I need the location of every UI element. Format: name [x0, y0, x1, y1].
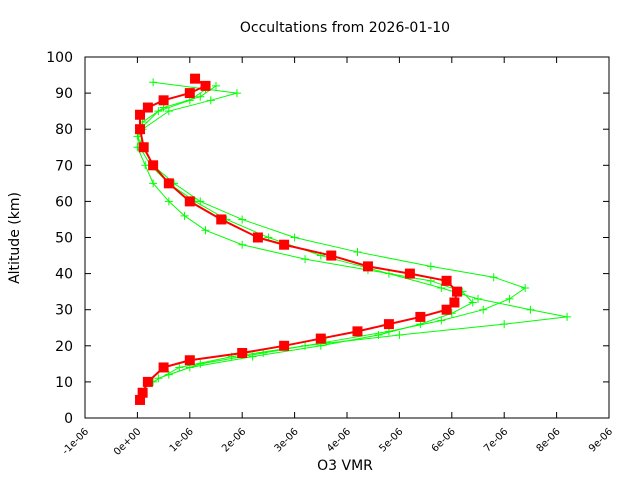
square-marker [135, 109, 146, 120]
plus-marker [468, 298, 477, 307]
square-marker [135, 124, 146, 135]
profile-series [135, 73, 463, 405]
square-marker [200, 80, 211, 91]
square-marker [315, 333, 326, 344]
square-marker [441, 275, 452, 286]
y-tick-label: 30 [55, 303, 73, 319]
plus-marker [149, 78, 158, 87]
square-marker [237, 348, 248, 359]
plus-marker [489, 273, 498, 282]
plus-marker [437, 316, 446, 325]
profile-series [133, 85, 477, 383]
plus-marker [353, 247, 362, 256]
plus-marker [180, 211, 189, 220]
chart-title: Occultations from 2026-01-10 [240, 20, 450, 36]
plus-marker [232, 89, 241, 98]
y-tick-label: 0 [64, 411, 73, 427]
y-tick-label: 80 [55, 122, 73, 138]
square-marker [415, 311, 426, 322]
square-marker [252, 232, 263, 243]
plus-marker [238, 240, 247, 249]
y-tick-label: 100 [46, 50, 73, 66]
square-marker [362, 261, 373, 272]
square-marker [163, 178, 174, 189]
plus-marker [212, 81, 220, 90]
plus-marker [196, 197, 205, 206]
plus-marker [154, 374, 163, 383]
square-marker [216, 214, 227, 225]
plus-marker [206, 96, 215, 105]
plus-marker [526, 305, 535, 314]
y-axis-label: Altitude (km) [7, 192, 23, 284]
square-marker [158, 362, 169, 373]
plus-marker [201, 226, 210, 235]
plus-marker [395, 330, 404, 339]
plus-marker [164, 107, 173, 116]
square-marker [352, 326, 363, 337]
square-marker [279, 340, 290, 351]
y-tick-label: 50 [55, 231, 73, 247]
plus-marker [141, 161, 150, 170]
square-marker [148, 160, 159, 171]
plus-marker [238, 215, 247, 224]
y-tick-label: 40 [55, 267, 73, 283]
square-marker [142, 102, 153, 113]
x-axis-label: O3 VMR [317, 458, 373, 474]
plus-marker [505, 294, 514, 303]
y-tick-label: 20 [55, 339, 73, 355]
plus-marker [175, 363, 184, 372]
square-marker [142, 376, 153, 387]
plus-marker [248, 352, 257, 361]
plus-marker [149, 179, 158, 188]
square-marker [452, 286, 463, 297]
square-marker [279, 239, 290, 250]
square-marker [190, 73, 201, 84]
square-marker [441, 304, 452, 315]
plus-marker [426, 262, 435, 271]
plus-marker [474, 294, 482, 303]
plus-marker [521, 284, 530, 293]
square-marker [184, 196, 195, 207]
square-marker [135, 394, 146, 405]
y-tick-label: 90 [55, 86, 73, 102]
plus-marker [500, 320, 509, 329]
plus-marker [479, 305, 488, 314]
square-marker [138, 142, 149, 153]
plus-marker [301, 255, 310, 264]
y-tick-label: 10 [55, 375, 73, 391]
y-tick-label: 70 [55, 158, 73, 174]
plus-marker [290, 233, 299, 242]
square-marker [404, 268, 415, 279]
plus-marker [437, 284, 446, 293]
square-marker [158, 95, 169, 106]
y-tick-label: 60 [55, 194, 73, 210]
square-marker [137, 387, 148, 398]
square-marker [449, 297, 460, 308]
plot-area [133, 73, 572, 405]
square-marker [184, 88, 195, 99]
square-marker [184, 355, 195, 366]
plus-marker [196, 359, 205, 368]
plus-marker [154, 107, 163, 116]
square-marker [326, 250, 337, 261]
plus-marker [164, 197, 173, 206]
plus-marker [196, 92, 205, 101]
plus-marker [374, 330, 383, 339]
plus-marker [563, 312, 572, 321]
square-marker [383, 319, 394, 330]
